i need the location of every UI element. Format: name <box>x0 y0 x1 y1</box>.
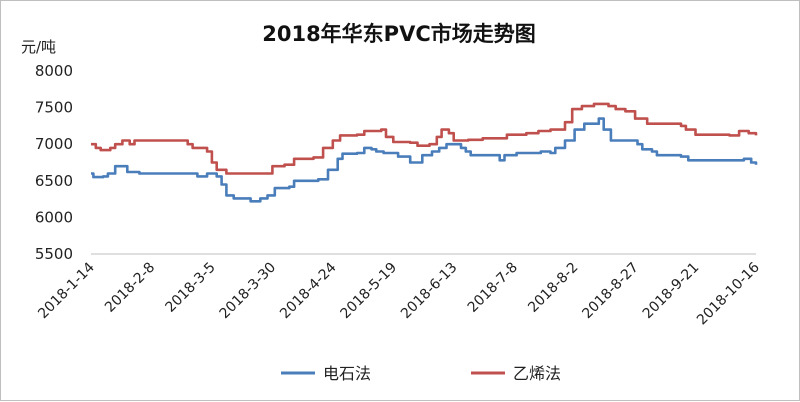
y-tick-label: 7000 <box>35 135 73 153</box>
x-tick-label: 2018-3-5 <box>162 260 218 316</box>
x-tick-label: 2018-1-14 <box>35 259 98 322</box>
legend: 电石法 乙烯法 <box>281 364 561 383</box>
x-tick-label: 2018-7-8 <box>465 260 521 316</box>
x-tick-label: 2018-8-2 <box>525 260 581 316</box>
x-tick-label: 2018-9-21 <box>640 260 703 323</box>
plot-area: 5500 6000 6500 7000 7500 8000 2018-1-14 2018-2-… <box>35 62 763 328</box>
y-tick-label: 6500 <box>35 172 73 190</box>
x-tick-label: 2018-3-30 <box>217 260 280 323</box>
x-tick-label: 2018-10-16 <box>694 259 763 328</box>
x-tick-label: 2018-6-13 <box>398 260 461 323</box>
y-tick-label: 7500 <box>35 99 73 117</box>
x-tick-label: 2018-4-24 <box>277 259 340 322</box>
x-tick-label: 2018-8-27 <box>579 260 642 323</box>
x-tick-label: 2018-5-19 <box>338 260 401 323</box>
series-line-1 <box>91 117 758 203</box>
y-tick-label: 5500 <box>35 245 73 263</box>
y-tick-label: 8000 <box>35 62 73 80</box>
y-tick-label: 6000 <box>35 208 73 226</box>
chart-title: 2018年华东PVC市场走势图 <box>262 22 536 46</box>
y-axis-unit-label: 元/吨 <box>21 38 56 56</box>
legend-label-2: 乙烯法 <box>513 364 561 383</box>
series-line-2 <box>91 102 758 175</box>
legend-label-1: 电石法 <box>323 364 371 383</box>
x-tick-label: 2018-2-8 <box>102 260 158 316</box>
